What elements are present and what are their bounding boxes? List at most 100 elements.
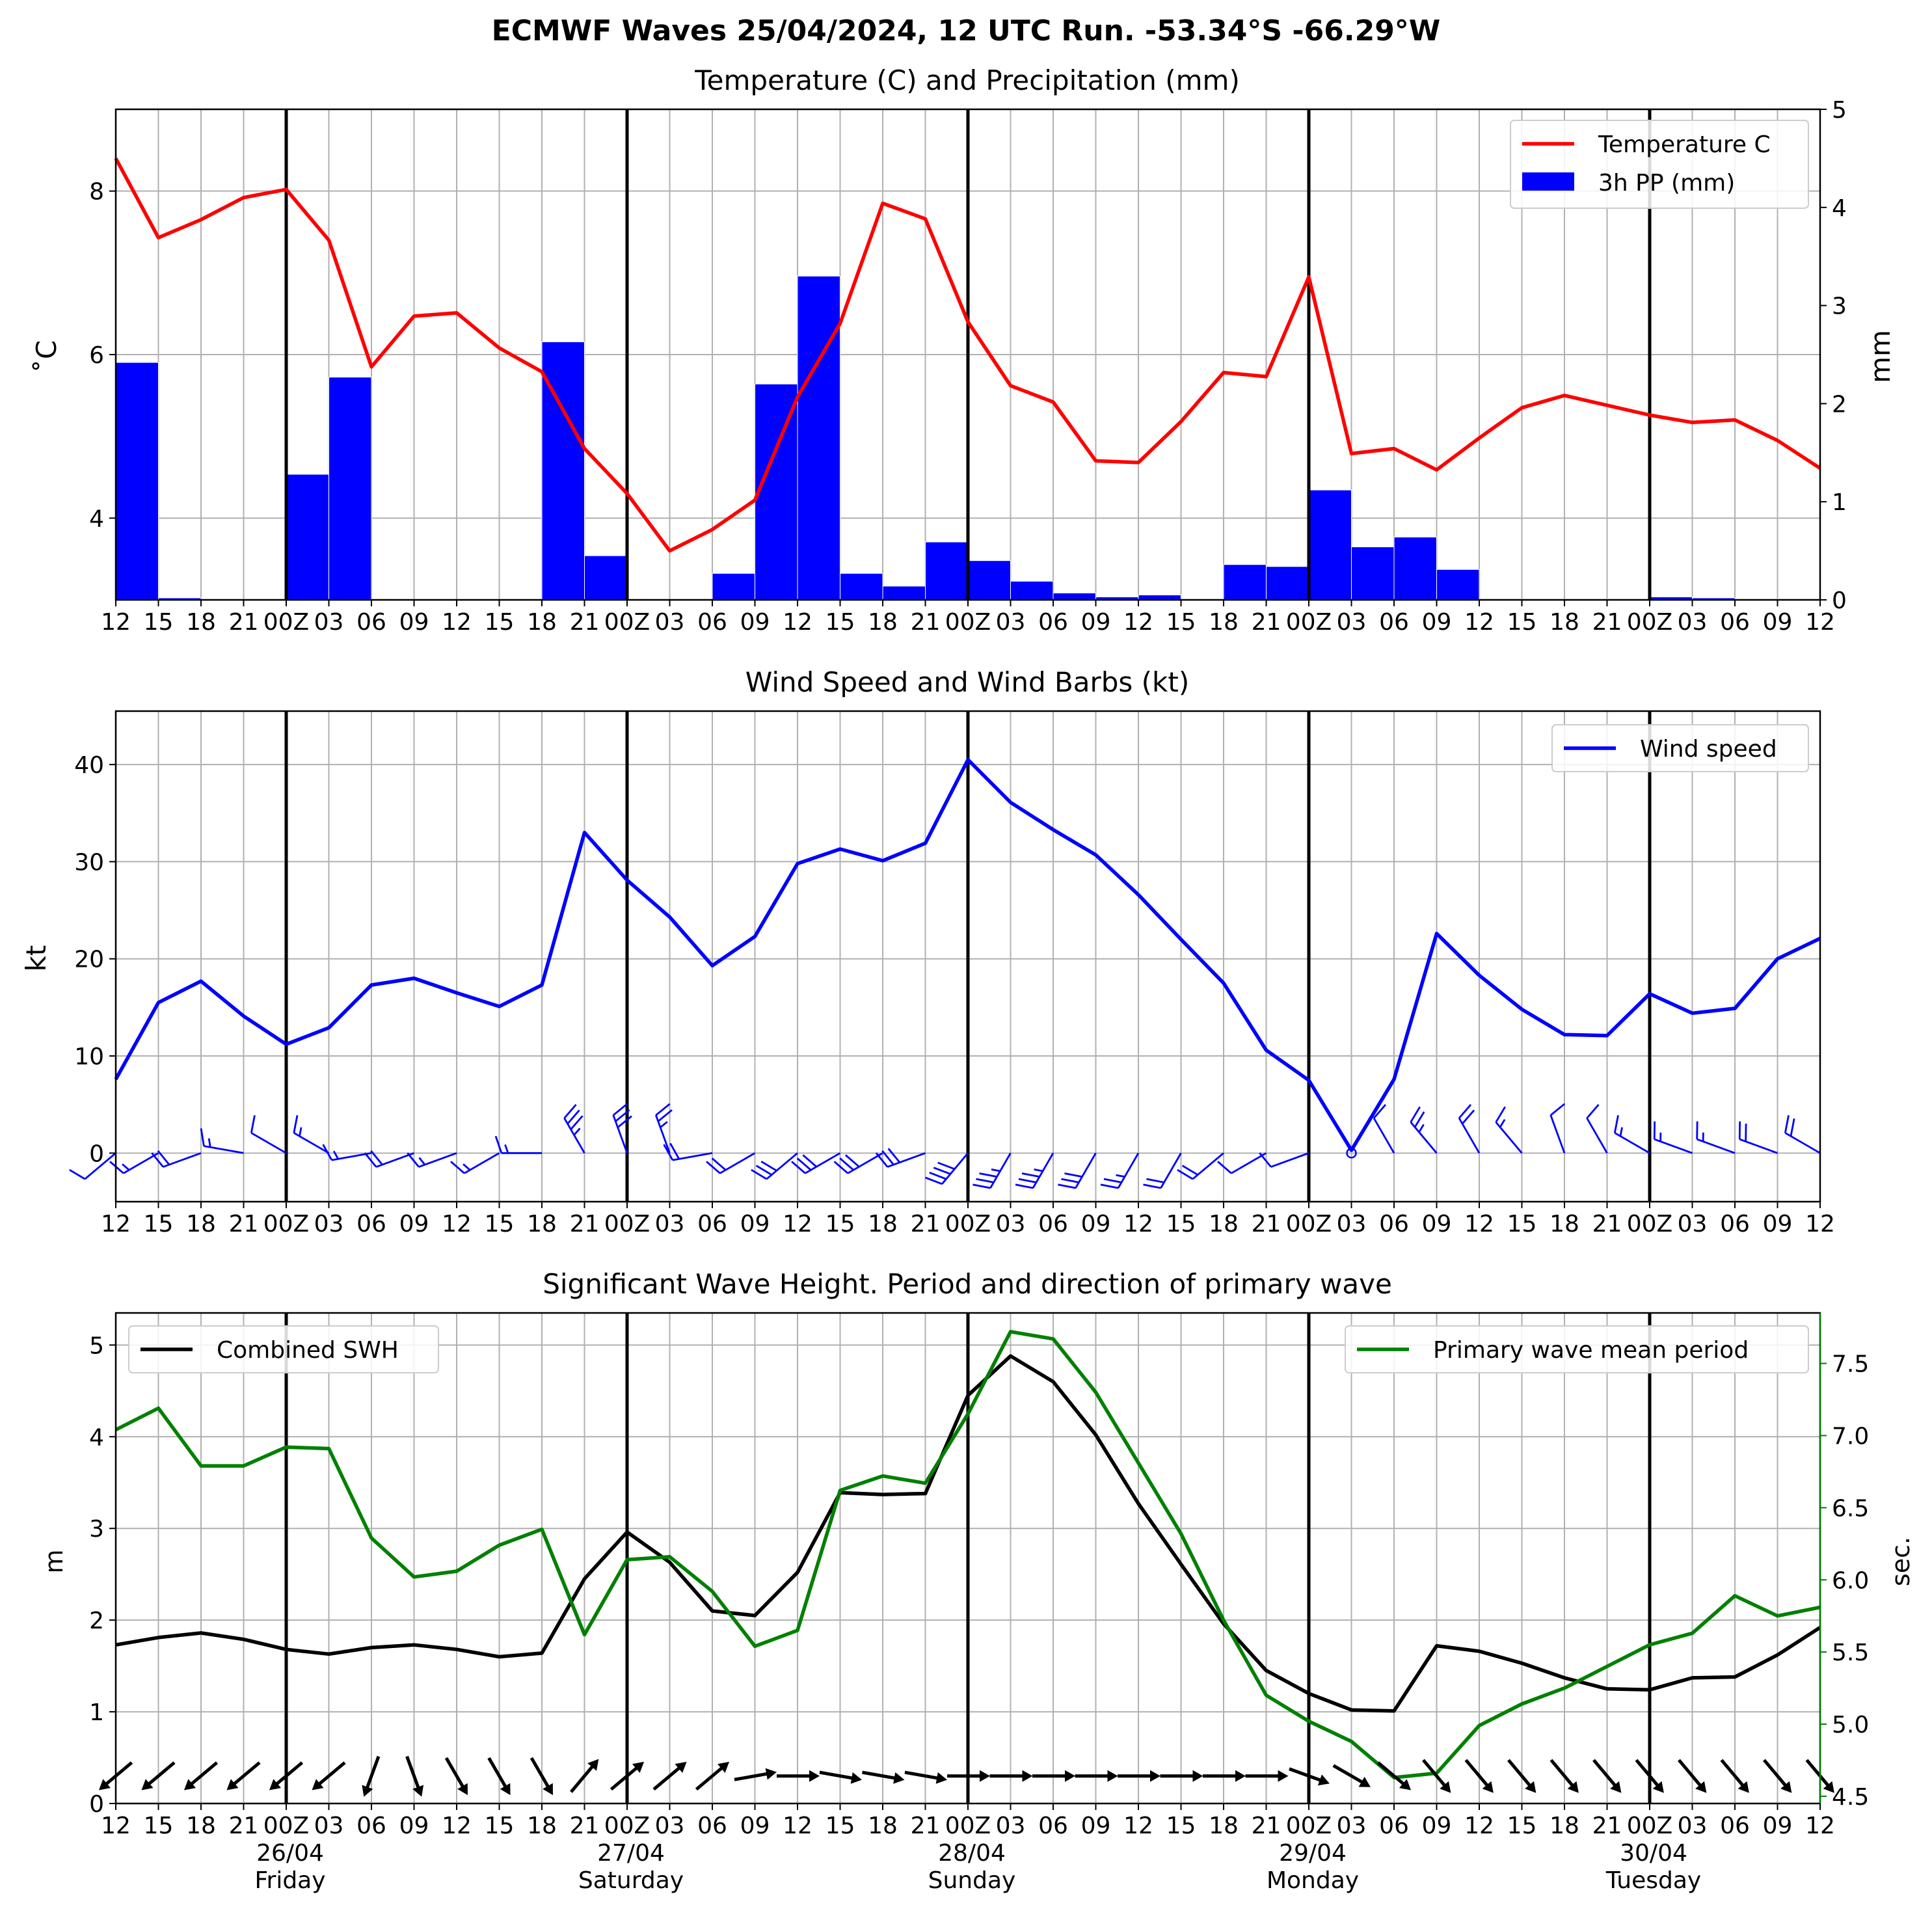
wind-barb-staff (1270, 1152, 1309, 1168)
xtick-label: 12 (442, 1211, 472, 1237)
ytick-label-left: 0 (89, 1791, 104, 1818)
wind-barb-full (924, 1176, 943, 1185)
xtick-label: 00Z (1286, 1211, 1332, 1237)
xtick-label: 03 (1337, 1813, 1367, 1839)
wave-direction-arrow-shape (1550, 1759, 1579, 1793)
wind-barb-full (615, 1109, 630, 1122)
wind-barb-half (1034, 1168, 1043, 1172)
xtick-label: 12 (101, 1813, 131, 1839)
wave-direction-arrow-shape (141, 1761, 176, 1790)
wind-barb-half (1418, 1124, 1425, 1133)
wave-direction-arrow (1635, 1759, 1664, 1793)
wind-barb-full (706, 1161, 721, 1174)
wind-barb (1177, 1152, 1224, 1180)
wave-direction-arrow (141, 1761, 176, 1790)
precip-bar (712, 573, 755, 601)
wind-barb-full (791, 1161, 806, 1174)
ytick-label-left: 6 (89, 342, 104, 369)
wave-direction-arrow (777, 1770, 820, 1782)
wind-barb-full (1181, 1165, 1198, 1176)
xtick-label: 18 (1209, 1813, 1239, 1839)
wave-direction-arrow (1075, 1770, 1118, 1782)
wind-barb-shaft (1259, 1152, 1309, 1168)
wind-barb-full (1790, 1118, 1795, 1137)
xtick-label: 21 (1592, 609, 1622, 636)
xtick-label: 09 (399, 609, 429, 636)
wind-barb-full (1745, 1123, 1747, 1142)
legend-box (128, 1325, 439, 1373)
wave-direction-arrow-shape (487, 1757, 511, 1796)
wind-barb-shaft (1373, 1103, 1395, 1154)
xtick-label: 15 (144, 609, 174, 636)
wind-barb-half (1659, 1132, 1662, 1142)
wind-barb-full (407, 1152, 420, 1168)
wave-direction-arrow-shape (819, 1770, 862, 1784)
wind-barb-staff (375, 1152, 414, 1168)
wind-barb-staff (1614, 1132, 1650, 1154)
wind-barb-half (122, 1163, 130, 1171)
wind-barb-staff (1117, 1152, 1140, 1189)
wind-barb (1696, 1121, 1736, 1154)
wind-barb (1259, 1152, 1309, 1168)
wind-barb-shaft (1738, 1121, 1778, 1154)
xtick-label: 06 (1379, 1813, 1409, 1839)
wave-direction-arrow-shape (183, 1761, 219, 1790)
xtick-label: 12 (101, 609, 131, 636)
xtick-label: 03 (1678, 1211, 1708, 1237)
wind-barb-staff (672, 1152, 713, 1161)
xtick-label: 12 (442, 609, 472, 636)
wave-direction-arrow-shape (734, 1768, 777, 1781)
wind-barb-staff (1697, 1138, 1736, 1154)
ytick-label-left: 2 (89, 1608, 104, 1634)
wind-barb-shaft (663, 1142, 713, 1161)
day-date-label: 29/04 (1279, 1840, 1347, 1867)
precip-bar (1308, 489, 1352, 601)
xtick-label: 21 (1592, 1813, 1622, 1839)
wind-barb-full (976, 1178, 994, 1183)
wave-direction-arrow-shape (989, 1770, 1033, 1782)
xtick-label: 09 (1081, 609, 1111, 636)
panel-title-wind: Wind Speed and Wind Barbs (kt) (745, 666, 1189, 698)
wave-direction-arrow (1203, 1770, 1246, 1782)
wind-barb-shaft (924, 1152, 969, 1185)
xtick-label: 21 (911, 1211, 941, 1237)
wind-barb-full (1018, 1178, 1037, 1183)
wind-barb-full (1058, 1183, 1076, 1189)
wind-barb-full (751, 1168, 768, 1180)
xtick-label: 03 (996, 1813, 1026, 1839)
wind-barb-full (364, 1152, 377, 1168)
wave-direction-arrow (989, 1770, 1033, 1782)
wave-direction-arrow-shape (1507, 1759, 1536, 1793)
wind-barb-shaft (1015, 1152, 1054, 1189)
wave-direction-arrow-shape (1075, 1770, 1118, 1782)
wind-barb-full (1061, 1178, 1079, 1183)
wave-direction-arrow-shape (695, 1761, 730, 1791)
wind-barb-staff (1192, 1152, 1224, 1180)
wave-direction-arrow (862, 1770, 905, 1784)
wind-barb-full (1217, 1161, 1232, 1174)
xtick-label: 12 (1805, 1211, 1835, 1237)
day-date-label: 28/04 (938, 1840, 1006, 1867)
wind-barb-full (1373, 1103, 1387, 1119)
wind-barb-full (755, 1165, 772, 1176)
wind-barb-full (1143, 1183, 1161, 1189)
xtick-label: 21 (1252, 1211, 1281, 1237)
wind-barb-full (563, 1103, 577, 1119)
ytick-label-left: 8 (89, 179, 104, 206)
wave-direction-arrow-shape (1376, 1761, 1412, 1790)
xtick-label: 09 (740, 1813, 770, 1839)
wind-barb-staff (204, 1145, 244, 1154)
wind-barb (364, 1150, 414, 1168)
temperature-precipitation-panel: Temperature (C) and Precipitation (mm) ˚… (31, 64, 1896, 636)
ytick-label-left: 4 (89, 1424, 104, 1451)
wave-panel: Significant Wave Height. Period and dire… (40, 1268, 1915, 1894)
wind-barb-full (937, 1161, 955, 1170)
wind-barb-staff (293, 1132, 330, 1154)
xtick-label: 21 (911, 1813, 941, 1839)
wind-barb (751, 1152, 798, 1180)
wind-barb-staff (464, 1152, 500, 1174)
precip-bar (1266, 566, 1309, 601)
xtick-label: 15 (485, 609, 515, 636)
wind-barb-staff (1784, 1132, 1821, 1154)
xtick-label: 18 (1209, 609, 1239, 636)
